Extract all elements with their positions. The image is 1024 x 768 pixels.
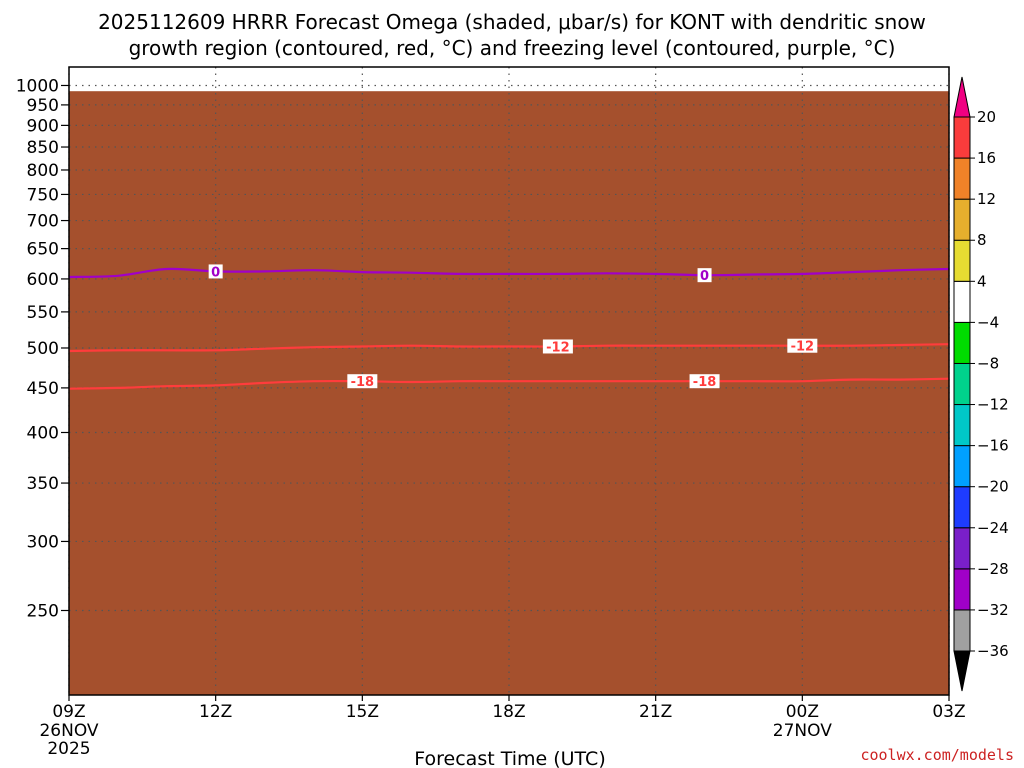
- y-tick-label-450: 450: [27, 379, 59, 399]
- colorbar-label-12: 12: [977, 190, 996, 208]
- x-axis-label: Forecast Time (UTC): [414, 748, 605, 768]
- colorbar-label--4: −4: [977, 313, 999, 331]
- y-axis: 2503003504004505005506006507007508008509…: [16, 76, 69, 621]
- colorbar-segment--32-to--28: [953, 568, 971, 611]
- colorbar-segment-12-to-16: [953, 157, 971, 200]
- freezing-level-contour-0-label-bg-1: [697, 268, 712, 283]
- x-tick-label-12Z: 12Z: [199, 702, 232, 722]
- colorbar-label-16: 16: [977, 149, 996, 167]
- x-tick-label-18Z: 18Z: [492, 702, 525, 722]
- y-tick-label-600: 600: [27, 270, 59, 290]
- y-tick-label-800: 800: [27, 161, 59, 181]
- dgz-contour-minus12-label-1: -12: [791, 340, 815, 355]
- colorbar-label--12: −12: [977, 396, 1009, 414]
- dgz-contour-minus12-label-bg-1: [787, 338, 818, 353]
- colorbar-min-arrow: [953, 650, 971, 692]
- colorbar-segment--36-to--32: [953, 609, 971, 652]
- x-tick-year-09Z: 2025: [47, 739, 90, 759]
- colorbar-label-20: 20: [977, 108, 996, 126]
- y-tick-label-1000: 1000: [16, 76, 59, 96]
- colorbar-label--16: −16: [977, 437, 1009, 455]
- chart-title-line-2: growth region (contoured, red, °C) and f…: [129, 36, 896, 60]
- y-tick-label-350: 350: [27, 474, 59, 494]
- y-tick-label-550: 550: [27, 303, 59, 323]
- colorbar-segment--24-to--20: [953, 486, 971, 529]
- y-tick-label-250: 250: [27, 601, 59, 621]
- colorbar: −36 −32 −28 −24 −20 −16 −12 −8 −4 4 8 12 16 20: [953, 76, 1009, 692]
- x-tick-label-21Z: 21Z: [639, 702, 672, 722]
- colorbar-segment-4-to-8: [953, 239, 971, 282]
- freezing-level-contour-0-label-1: 0: [700, 269, 709, 284]
- colorbar-label--20: −20: [977, 478, 1009, 496]
- dgz-contour-minus18-label-0: -18: [351, 375, 375, 390]
- dgz-contour-minus18: [69, 377, 949, 390]
- y-tick-label-900: 900: [27, 116, 59, 136]
- x-tick-date-00Z: 27NOV: [773, 721, 832, 741]
- x-tick-label-03Z: 03Z: [932, 702, 965, 722]
- colorbar-segment-16-to-20: [953, 116, 971, 159]
- y-tick-label-700: 700: [27, 212, 59, 232]
- x-tick-date-09Z: 26NOV: [39, 721, 98, 741]
- y-tick-label-650: 650: [27, 240, 59, 260]
- colorbar-segment-8-to-12: [953, 198, 971, 241]
- y-tick-label-950: 950: [27, 96, 59, 116]
- credit-text: coolwx.com/models: [860, 746, 1014, 764]
- freezing-level-contour-0-label-bg-0: [208, 264, 223, 279]
- x-tick-label-15Z: 15Z: [346, 702, 379, 722]
- chart-title-line-1: 2025112609 HRRR Forecast Omega (shaded, …: [98, 10, 926, 34]
- dgz-contour-minus12-label-0: -12: [546, 340, 570, 355]
- colorbar-label--24: −24: [977, 519, 1009, 537]
- y-tick-label-750: 750: [27, 185, 59, 205]
- freezing-level-contour-0-label-0: 0: [211, 265, 220, 280]
- dgz-contour-minus18-label-bg-1: [689, 374, 720, 389]
- colorbar-segment--20-to--16: [953, 445, 971, 488]
- colorbar-segment--4-to-4: [953, 280, 971, 323]
- colorbar-segment--8-to--4: [953, 321, 971, 364]
- contour-layer: -18 -18 -12 -12 0 0: [69, 264, 949, 390]
- y-tick-label-500: 500: [27, 339, 59, 359]
- colorbar-label--8: −8: [977, 354, 999, 372]
- y-tick-label-850: 850: [27, 138, 59, 158]
- colorbar-label--28: −28: [977, 560, 1009, 578]
- colorbar-segment--28-to--24: [953, 527, 971, 570]
- y-tick-label-400: 400: [27, 423, 59, 443]
- dgz-contour-minus18-label-1: -18: [693, 375, 717, 390]
- colorbar-max-arrow: [953, 76, 971, 118]
- colorbar-label--32: −32: [977, 601, 1009, 619]
- colorbar-label--36: −36: [977, 642, 1009, 660]
- x-tick-label-09Z: 09Z: [52, 702, 85, 722]
- dgz-contour-minus18-label-bg-0: [347, 374, 378, 389]
- colorbar-label-4: 4: [977, 272, 987, 290]
- colorbar-segment--16-to--12: [953, 404, 971, 447]
- dgz-contour-minus12-label-bg-0: [542, 339, 573, 354]
- colorbar-label-8: 8: [977, 231, 987, 249]
- y-tick-label-300: 300: [27, 532, 59, 552]
- x-tick-label-00Z: 00Z: [786, 702, 819, 722]
- colorbar-segment--12-to--8: [953, 362, 971, 406]
